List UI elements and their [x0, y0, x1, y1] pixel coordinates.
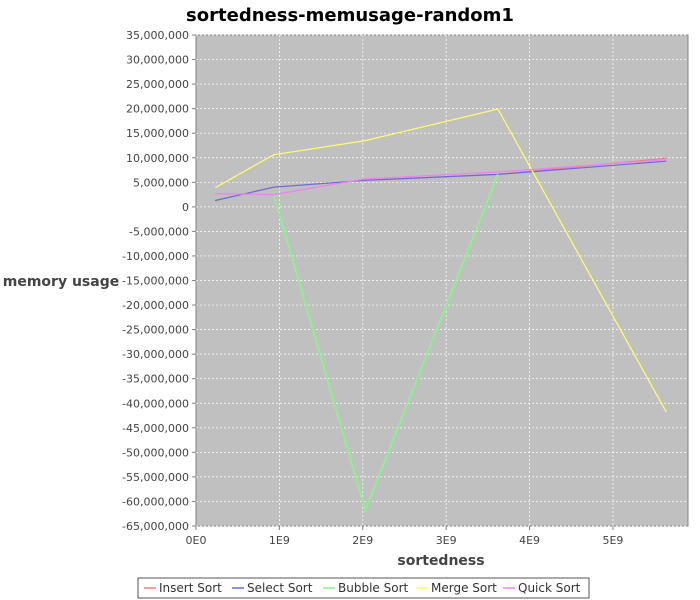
x-tick-label-0: 0E0 [186, 534, 207, 547]
x-tick-label-1: 1E9 [269, 534, 290, 547]
y-tick-label-7: 0 [182, 201, 189, 214]
y-tick-label-10: -15,000,000 [122, 275, 189, 288]
legend-box [137, 577, 590, 599]
y-tick-label-19: -60,000,000 [122, 495, 189, 508]
series-lines [214, 108, 667, 514]
y-tick-label-2: 25,000,000 [126, 78, 189, 91]
series-line-merge-sort [214, 108, 667, 413]
y-tick-label-1: 30,000,000 [126, 54, 189, 67]
legend-label-quick-sort: Quick Sort [518, 581, 581, 595]
x-axis-title: sortedness [397, 553, 484, 569]
y-tick-label-12: -25,000,000 [122, 324, 189, 337]
y-tick-label-20: -65,000,000 [122, 520, 189, 533]
series-line-select-sort [215, 160, 667, 202]
x-tick-label-5: 5E9 [602, 534, 623, 547]
legend-item-select-sort: Select Sort [232, 581, 313, 595]
y-tick-label-16: -45,000,000 [122, 422, 189, 435]
legend-label-merge-sort: Merge Sort [431, 581, 497, 595]
legend-item-merge-sort: Merge Sort [416, 581, 497, 595]
legend-label-insert-sort: Insert Sort [159, 581, 222, 595]
y-tick-label-0: 35,000,000 [126, 29, 189, 42]
plot-area [195, 34, 689, 527]
chart-title: sortedness-memusage-random1 [186, 5, 514, 26]
legend-item-bubble-sort: Bubble Sort [323, 581, 408, 595]
y-tick-label-8: -5,000,000 [129, 225, 189, 238]
legend-label-bubble-sort: Bubble Sort [338, 581, 408, 595]
y-tick-label-13: -30,000,000 [122, 348, 189, 361]
y-tick-label-11: -20,000,000 [122, 299, 189, 312]
y-axis-title: memory usage [3, 274, 119, 290]
legend-item-insert-sort: Insert Sort [144, 581, 222, 595]
y-tick-label-4: 15,000,000 [126, 127, 189, 140]
legend-label-select-sort: Select Sort [247, 581, 313, 595]
y-tick-label-14: -35,000,000 [122, 373, 189, 386]
y-tick-label-6: 5,000,000 [133, 176, 189, 189]
y-tick-label-3: 20,000,000 [126, 103, 189, 116]
gridlines [196, 34, 688, 527]
legend-item-quick-sort: Quick Sort [503, 581, 581, 595]
x-tick-label-2: 2E9 [352, 534, 373, 547]
series-line-bubble-sort [272, 174, 499, 514]
y-tick-label-5: 10,000,000 [126, 152, 189, 165]
y-tick-label-18: -55,000,000 [122, 471, 189, 484]
x-tick-label-3: 3E9 [436, 534, 457, 547]
y-tick-label-9: -10,000,000 [122, 250, 189, 263]
y-tick-label-15: -40,000,000 [122, 397, 189, 410]
series-line-quick-sort [215, 159, 667, 196]
x-tick-label-4: 4E9 [519, 534, 540, 547]
x-tick-labels: 0E0 1E9 2E9 3E9 4E9 5E9 [186, 526, 623, 547]
y-tick-label-17: -50,000,000 [122, 446, 189, 459]
y-tick-labels: 35,000,000 30,000,000 25,000,000 20,000,000… [122, 29, 196, 533]
legend: Insert Sort Select Sort Bubble Sort Merge S… [137, 577, 590, 599]
